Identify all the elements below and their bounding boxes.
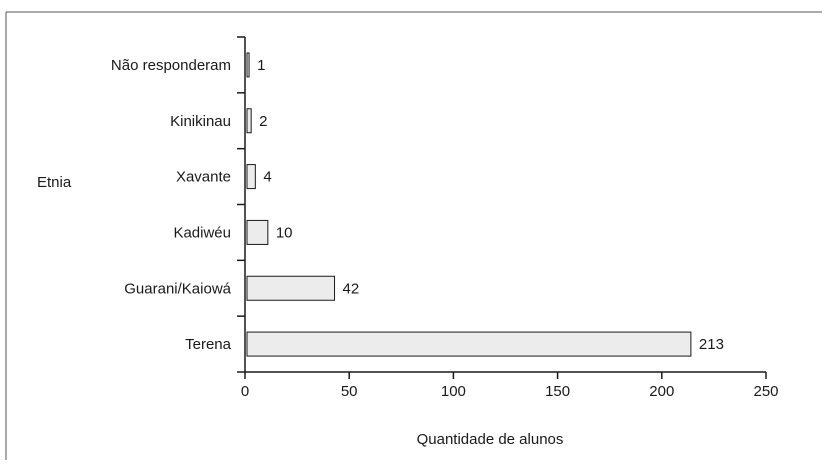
x-tick-label: 250 [753, 383, 778, 400]
data-label: 10 [276, 224, 293, 241]
x-tick-label: 50 [341, 383, 358, 400]
category-label: Não responderam [111, 57, 231, 74]
data-label: 42 [343, 280, 360, 297]
y-axis-label: Etnia [37, 174, 72, 191]
bar [246, 52, 250, 78]
bar [246, 219, 269, 245]
data-label: 213 [699, 336, 724, 353]
x-tick-label: 0 [241, 383, 249, 400]
bar [246, 164, 256, 190]
x-axis-ticks: 0 50 100 150 200 250 [241, 372, 779, 400]
x-axis-label: Quantidade de alunos [417, 431, 564, 448]
x-tick-label: 100 [441, 383, 466, 400]
y-axis-ticks [237, 36, 245, 373]
data-label: 1 [257, 57, 265, 74]
data-label: 2 [259, 113, 267, 130]
data-label: 4 [263, 169, 271, 186]
category-label: Kinikinau [170, 113, 231, 130]
x-tick-label: 150 [545, 383, 570, 400]
bars: Não responderam 1 Kinikinau 2 Xavante 4 Kadiwé… [111, 52, 724, 357]
bar [246, 108, 252, 134]
category-label: Guarani/Kaiowá [124, 280, 231, 297]
category-label: Kadiwéu [173, 224, 231, 241]
category-label: Terena [185, 336, 232, 353]
category-label: Xavante [176, 169, 231, 186]
bar [246, 331, 692, 357]
bar [246, 275, 336, 301]
x-tick-label: 200 [649, 383, 674, 400]
